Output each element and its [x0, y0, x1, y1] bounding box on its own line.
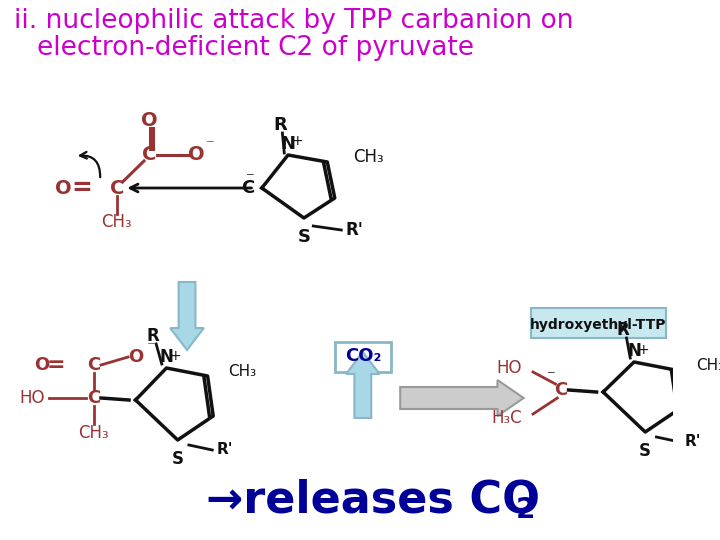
Text: CO₂: CO₂	[345, 347, 381, 365]
Text: C: C	[241, 179, 254, 197]
Text: O: O	[128, 348, 143, 366]
Text: R': R'	[217, 442, 233, 457]
Text: N: N	[627, 342, 641, 360]
Text: C: C	[554, 381, 567, 399]
Text: C: C	[87, 389, 100, 407]
Text: ⁻: ⁻	[147, 338, 156, 356]
Text: C: C	[87, 356, 100, 374]
Text: O: O	[35, 356, 50, 374]
FancyArrowPatch shape	[80, 152, 100, 177]
Text: =: =	[47, 355, 66, 375]
Text: O: O	[55, 179, 72, 198]
Text: R: R	[274, 116, 287, 134]
Text: →releases CO: →releases CO	[206, 478, 540, 522]
Text: S: S	[297, 228, 310, 246]
Text: S: S	[639, 442, 651, 460]
Text: CH₃: CH₃	[354, 148, 384, 166]
Text: CH₃: CH₃	[228, 364, 256, 380]
Text: O: O	[188, 145, 204, 165]
Text: CH₃: CH₃	[696, 359, 720, 374]
FancyBboxPatch shape	[531, 308, 666, 338]
Text: hydroxyethyl-TTP: hydroxyethyl-TTP	[530, 318, 667, 332]
Text: electron-deficient C2 of pyruvate: electron-deficient C2 of pyruvate	[37, 35, 474, 61]
Text: 2: 2	[516, 496, 536, 524]
Text: ⁻: ⁻	[206, 136, 215, 154]
Text: CH₃: CH₃	[78, 424, 109, 442]
Text: ii. nucleophilic attack by TPP carbanion on: ii. nucleophilic attack by TPP carbanion…	[14, 8, 574, 34]
Text: HO: HO	[19, 389, 45, 407]
FancyArrowPatch shape	[130, 184, 251, 192]
Text: R: R	[146, 327, 159, 345]
Text: C: C	[143, 145, 157, 165]
Text: +: +	[292, 134, 303, 148]
Text: O: O	[141, 111, 158, 130]
Text: ⁻: ⁻	[547, 367, 556, 385]
Text: HO: HO	[496, 359, 522, 377]
Text: R': R'	[346, 221, 364, 239]
Text: H₃C: H₃C	[491, 409, 522, 427]
Text: N: N	[281, 135, 295, 153]
Text: C: C	[109, 179, 124, 198]
Polygon shape	[400, 380, 523, 416]
Text: =: =	[72, 176, 93, 200]
Polygon shape	[170, 282, 204, 350]
Text: CH₃: CH₃	[102, 213, 132, 231]
Text: +: +	[170, 349, 181, 363]
Text: +: +	[637, 343, 649, 357]
FancyBboxPatch shape	[335, 342, 391, 372]
Text: ⁻: ⁻	[246, 169, 254, 187]
Polygon shape	[346, 352, 379, 418]
Text: R': R'	[685, 435, 701, 449]
Text: R: R	[616, 321, 629, 339]
Text: N: N	[160, 348, 174, 366]
Text: S: S	[171, 450, 184, 468]
